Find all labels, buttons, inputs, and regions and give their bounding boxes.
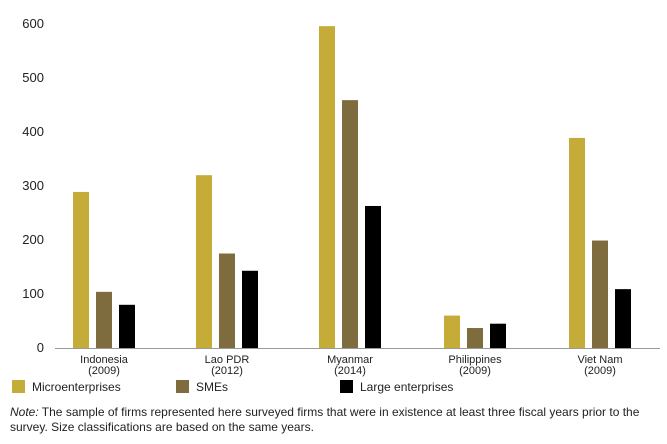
- y-tick-label: 0: [37, 340, 44, 355]
- note: Note: The sample of firms represented he…: [10, 405, 660, 435]
- y-axis: 0 100 200 300 400 500 600: [22, 16, 44, 355]
- x-tick-line: Lao PDR: [205, 354, 250, 366]
- x-tick-line: (2009): [584, 365, 616, 377]
- bar-microenterprises: [444, 315, 460, 348]
- legend-swatch-smes: [176, 380, 189, 393]
- x-tick-line: Viet Nam: [577, 354, 622, 366]
- note-text: The sample of firms represented here sur…: [10, 405, 640, 434]
- x-tick-line: Philippines: [448, 354, 502, 366]
- y-tick-label: 100: [22, 286, 44, 301]
- x-tick-line: (2009): [88, 365, 120, 377]
- bars: [73, 26, 631, 348]
- legend: Microenterprises SMEs Large enterprises: [12, 380, 453, 394]
- bar-large-enterprises: [119, 304, 135, 348]
- legend-swatch-large-enterprises: [340, 380, 353, 393]
- legend-label-smes: SMEs: [196, 380, 228, 394]
- bar-large-enterprises: [365, 205, 381, 348]
- legend-swatch-microenterprises: [12, 380, 25, 393]
- x-axis: Indonesia (2009)Lao PDR (2012)Myanmar (2014…: [80, 354, 622, 377]
- bar-large-enterprises: [242, 270, 258, 348]
- bar-large-enterprises: [615, 289, 631, 348]
- bar-microenterprises: [196, 175, 212, 348]
- x-tick-label: Lao PDR (2012): [205, 354, 250, 377]
- x-tick-line: (2009): [459, 365, 491, 377]
- bar-smes: [219, 253, 235, 348]
- bar-smes: [96, 291, 112, 348]
- legend-label-microenterprises: Microenterprises: [32, 380, 121, 394]
- bar-smes: [467, 328, 483, 348]
- y-tick-label: 500: [22, 70, 44, 85]
- bar-large-enterprises: [490, 323, 506, 348]
- y-tick-label: 200: [22, 232, 44, 247]
- x-tick-line: Indonesia: [80, 354, 129, 366]
- bar-microenterprises: [319, 26, 335, 348]
- x-tick-line: Myanmar: [327, 354, 373, 366]
- y-tick-label: 400: [22, 124, 44, 139]
- bar-microenterprises: [73, 191, 89, 348]
- x-tick-line: (2012): [211, 365, 243, 377]
- bar-microenterprises: [569, 137, 585, 348]
- note-label: Note:: [10, 405, 39, 419]
- x-tick-label: Indonesia (2009): [80, 354, 129, 377]
- legend-label-large-enterprises: Large enterprises: [360, 380, 453, 394]
- x-tick-label: Philippines (2009): [448, 354, 502, 377]
- y-tick-label: 300: [22, 178, 44, 193]
- x-tick-label: Viet Nam (2009): [577, 354, 622, 377]
- x-tick-label: Myanmar (2014): [327, 354, 373, 377]
- y-tick-label: 600: [22, 16, 44, 31]
- bar-smes: [592, 240, 608, 348]
- x-tick-line: (2014): [334, 365, 366, 377]
- bar-smes: [342, 100, 358, 348]
